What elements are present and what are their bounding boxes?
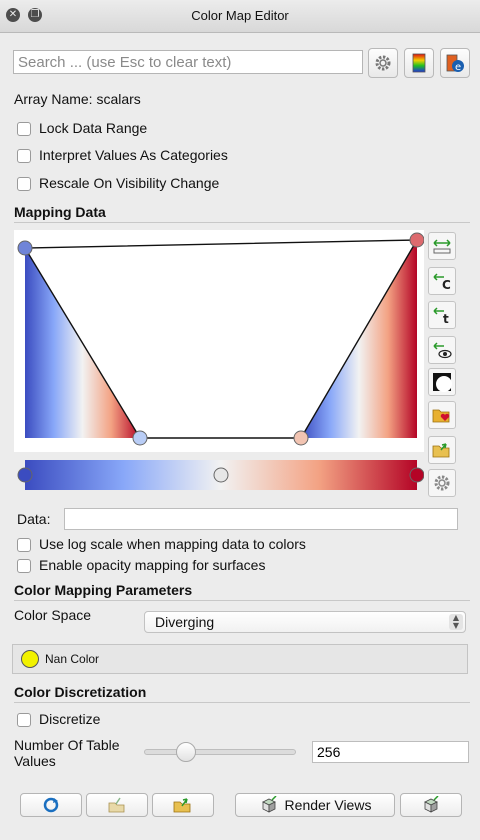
nan-color-button[interactable]: Nan Color [12,644,468,674]
gear-icon [434,475,450,491]
opacity-mapping-checkbox[interactable] [17,559,31,573]
render-views-button[interactable]: Render Views [235,793,395,817]
color-space-value: Diverging [155,614,215,630]
color-control-point[interactable] [17,467,33,483]
rescale-visibility-label: Rescale On Visibility Change [39,175,220,191]
opacity-mapping-label: Enable opacity mapping for surfaces [39,557,266,573]
save-default-button[interactable] [152,793,214,817]
log-scale-label: Use log scale when mapping data to color… [39,536,306,552]
render-views-label: Render Views [284,797,372,813]
transfer-function-editor[interactable] [14,230,424,496]
title-bar: ✕ ❐ Color Map Editor [0,0,480,33]
folder-heart-icon [432,409,450,423]
window-title: Color Map Editor [191,8,289,23]
folder-open-icon [432,443,450,458]
color-discretization-title: Color Discretization [14,684,147,700]
data-label: Data: [17,511,51,527]
section-divider [14,702,470,703]
render-icon [424,796,439,813]
close-icon[interactable]: ✕ [6,8,20,22]
temporal-range-icon: t [433,307,449,324]
save-to-preset-icon: e [446,54,464,73]
data-value-input[interactable] [64,508,458,530]
table-values-slider-track[interactable] [144,742,296,762]
gear-icon [375,55,391,71]
rescale-visibility-checkbox[interactable] [17,177,31,191]
svg-text:t: t [443,312,449,324]
float-window-icon[interactable]: ❐ [28,8,42,22]
invert-icon [433,373,452,392]
auto-render-button[interactable] [400,793,462,817]
render-icon [261,796,277,813]
invert-transfer-function-button[interactable] [428,368,456,396]
save-preset-button[interactable]: e [440,48,470,78]
reset-range-to-data-button[interactable] [428,232,456,260]
opacity-control-point[interactable] [293,430,309,446]
nan-color-swatch [21,650,39,668]
svg-text:e: e [455,62,461,73]
folder-open-icon [173,798,191,813]
table-values-input[interactable] [312,741,469,763]
color-control-point[interactable] [213,467,229,483]
interpret-categories-checkbox[interactable] [17,149,31,163]
reset-range-icon [433,239,451,254]
discretize-label: Discretize [39,711,101,727]
color-space-select[interactable]: Diverging ▲ ▼ [144,611,466,633]
log-scale-checkbox[interactable] [17,538,31,552]
save-to-preset-button[interactable] [428,436,456,464]
discretize-checkbox[interactable] [17,713,31,727]
lock-data-range-label: Lock Data Range [39,120,148,136]
interpret-categories-label: Interpret Values As Categories [39,147,228,163]
advanced-settings-button[interactable] [368,48,398,78]
color-space-label: Color Space [14,607,92,623]
array-name-label: Array Name: scalars [14,91,141,107]
custom-range-icon: C [433,273,451,290]
choose-box-preset-button[interactable] [428,401,456,429]
section-divider [14,222,470,223]
table-values-label-line2: Values [14,753,56,769]
refresh-icon [43,797,59,813]
search-input[interactable] [13,50,363,74]
colormap-preset-icon [412,53,426,73]
reset-range-custom-button[interactable]: C [428,267,456,295]
choose-preset-button[interactable] [404,48,434,78]
reset-range-visible-button[interactable] [428,336,456,364]
table-values-label: Number Of Table Values [14,737,120,769]
color-mapping-title: Color Mapping Parameters [14,582,193,598]
opacity-control-point[interactable] [17,240,33,256]
table-values-slider-handle[interactable] [175,742,196,762]
transfer-function-settings-button[interactable] [428,469,456,497]
lock-data-range-checkbox[interactable] [17,122,31,136]
opacity-control-point[interactable] [132,430,148,446]
section-divider [14,600,470,601]
nan-color-label: Nan Color [45,652,100,666]
svg-text:C: C [442,278,451,290]
apply-icon [108,797,125,813]
apply-disabled-button[interactable] [86,793,148,817]
chevron-updown-icon: ▲ ▼ [449,614,463,630]
table-values-label-line1: Number Of Table [14,737,120,753]
color-control-point[interactable] [409,467,424,483]
visible-range-icon [433,342,452,359]
reset-button[interactable] [20,793,82,817]
reset-range-temporal-button[interactable]: t [428,301,456,329]
opacity-control-point[interactable] [409,232,424,248]
mapping-data-title: Mapping Data [14,204,106,220]
